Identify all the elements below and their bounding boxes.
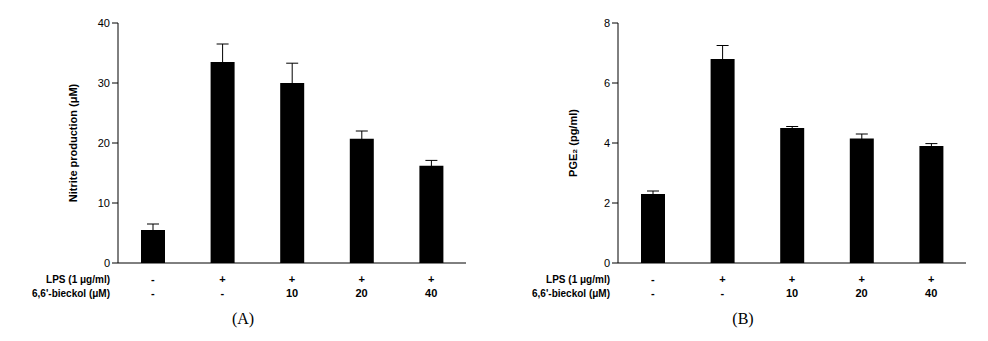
svg-text:LPS (1 μg/ml): LPS (1 μg/ml)	[546, 274, 610, 285]
svg-text:8: 8	[604, 17, 610, 29]
svg-text:30: 30	[98, 77, 110, 89]
svg-text:+: +	[289, 273, 295, 285]
svg-text:40: 40	[925, 287, 937, 299]
svg-text:Nitrite production (μM): Nitrite production (μM)	[67, 83, 79, 202]
svg-text:20: 20	[355, 287, 367, 299]
svg-text:-: -	[651, 273, 655, 285]
svg-text:+: +	[719, 273, 725, 285]
svg-text:+: +	[358, 273, 364, 285]
svg-text:40: 40	[98, 17, 110, 29]
svg-text:20: 20	[855, 287, 867, 299]
html-text:(A): (A)	[231, 310, 255, 327]
svg-text:40: 40	[425, 287, 437, 299]
svg-text:+: +	[928, 273, 934, 285]
svg-text:6,6'-bieckol (μM): 6,6'-bieckol (μM)	[32, 288, 110, 299]
svg-text:+: +	[219, 273, 225, 285]
svg-text:LPS (1 μg/ml): LPS (1 μg/ml)	[46, 274, 110, 285]
svg-text:+: +	[428, 273, 434, 285]
svg-text:-: -	[151, 273, 155, 285]
svg-text:4: 4	[604, 137, 610, 149]
svg-text:-: -	[221, 287, 225, 299]
svg-text:PGE₂ (pg/ml): PGE₂ (pg/ml)	[567, 109, 579, 177]
svg-text:-: -	[151, 287, 155, 299]
svg-text:0: 0	[604, 257, 610, 269]
svg-text:-: -	[651, 287, 655, 299]
svg-text:-: -	[721, 287, 725, 299]
svg-text:+: +	[789, 273, 795, 285]
svg-text:10: 10	[786, 287, 798, 299]
svg-text:6: 6	[604, 77, 610, 89]
svg-text:10: 10	[286, 287, 298, 299]
svg-text:6,6'-bieckol (μM): 6,6'-bieckol (μM)	[532, 288, 610, 299]
svg-text:0: 0	[104, 257, 110, 269]
svg-text:10: 10	[98, 197, 110, 209]
svg-text:20: 20	[98, 137, 110, 149]
svg-text:+: +	[858, 273, 864, 285]
html-text:(B): (B)	[732, 310, 754, 327]
svg-text:2: 2	[604, 197, 610, 209]
